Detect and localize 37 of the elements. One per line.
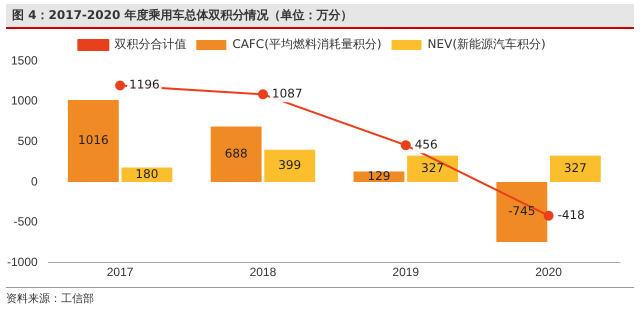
bar	[68, 100, 119, 182]
x-tick-label: 2020	[535, 265, 562, 280]
data-label: 1016	[78, 133, 109, 148]
y-tick-label: 500	[18, 134, 38, 148]
y-tick-label: -1000	[6, 254, 38, 269]
point	[115, 80, 126, 91]
data-label: 327	[421, 160, 444, 175]
legend-label: 双积分合计值	[114, 37, 186, 52]
y-tick-label: -500	[14, 214, 38, 229]
data-label: 1087	[272, 86, 302, 100]
data-label: 688	[224, 146, 248, 160]
bar	[496, 182, 548, 242]
data-label: 1196	[129, 78, 160, 92]
data-label: 399	[278, 158, 302, 172]
x-tick-label: 2018	[250, 265, 277, 280]
data-label: -418	[558, 208, 585, 222]
text: 资料来源：工信部	[6, 287, 634, 306]
point	[400, 140, 411, 150]
legend-label: CAFC(平均燃料消耗量积分)	[232, 37, 382, 52]
y-tick-label: 1000	[10, 94, 38, 108]
data-label: 456	[414, 137, 438, 152]
data-label: 180	[135, 166, 158, 181]
chart-title: 图 4：2017-2020 年度乘用车总体双积分情况（单位：万分）	[6, 4, 634, 29]
point	[258, 89, 268, 100]
x-tick-label: 2019	[392, 265, 420, 280]
bar	[407, 156, 458, 182]
y-tick-label: 1500	[10, 53, 38, 68]
data-label: -745	[508, 204, 536, 218]
data-label: 327	[564, 160, 587, 175]
data-label: 129	[368, 168, 390, 183]
y-tick-label: 0	[31, 174, 38, 188]
bar	[210, 126, 262, 182]
legend-label: NEV(新能源汽车积分)	[428, 37, 546, 52]
x-tick-label: 2017	[106, 265, 134, 280]
bar	[550, 156, 601, 182]
bar	[264, 150, 316, 182]
point	[544, 210, 554, 221]
